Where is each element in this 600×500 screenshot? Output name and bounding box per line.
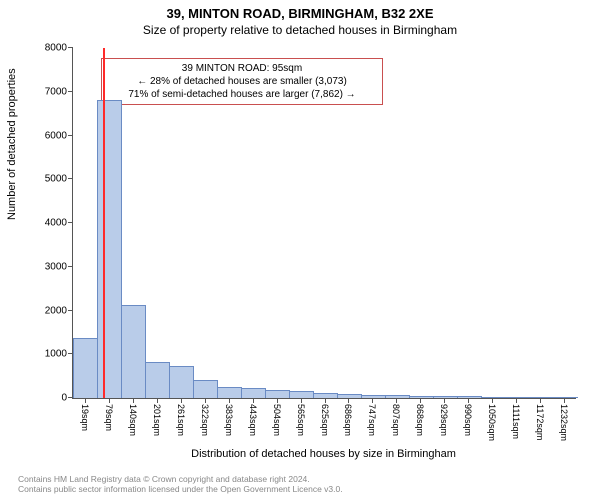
x-tick-label: 625sqm xyxy=(320,404,330,436)
x-tick-mark xyxy=(372,398,373,403)
x-tick-label: 807sqm xyxy=(391,404,401,436)
x-tick-label: 79sqm xyxy=(104,404,114,431)
x-tick-label: 1172sqm xyxy=(535,404,545,440)
y-tick-mark xyxy=(68,222,73,223)
annotation-line-1: 39 MINTON ROAD: 95sqm xyxy=(108,62,376,75)
y-tick-mark xyxy=(68,353,73,354)
x-tick-label: 383sqm xyxy=(224,404,234,436)
x-tick-mark xyxy=(133,398,134,403)
x-tick-label: 1232sqm xyxy=(559,404,569,441)
y-tick-label: 8000 xyxy=(45,43,73,54)
x-tick-label: 140sqm xyxy=(128,404,138,436)
histogram-bar xyxy=(121,305,146,398)
y-tick-label: 3000 xyxy=(45,261,73,272)
y-tick-label: 7000 xyxy=(45,86,73,97)
y-tick-label: 2000 xyxy=(45,305,73,316)
x-tick-mark xyxy=(420,398,421,403)
y-tick-label: 6000 xyxy=(45,130,73,141)
x-tick-label: 261sqm xyxy=(176,404,186,436)
x-tick-mark xyxy=(468,398,469,403)
y-axis-label: Number of detached properties xyxy=(6,68,18,220)
x-tick-mark xyxy=(564,398,565,403)
x-tick-mark xyxy=(205,398,206,403)
histogram-bar xyxy=(385,395,410,398)
x-axis-label: Distribution of detached houses by size … xyxy=(72,448,575,460)
chart-container: 39, MINTON ROAD, BIRMINGHAM, B32 2XE Siz… xyxy=(0,0,600,500)
x-tick-label: 504sqm xyxy=(272,404,282,436)
plot-area: 39 MINTON ROAD: 95sqm ← 28% of detached … xyxy=(72,48,576,399)
y-tick-mark xyxy=(68,266,73,267)
histogram-bar xyxy=(193,380,218,398)
x-tick-mark xyxy=(444,398,445,403)
x-tick-label: 19sqm xyxy=(80,404,90,431)
y-tick-label: 0 xyxy=(61,393,73,404)
histogram-bar xyxy=(217,387,242,398)
x-tick-mark xyxy=(157,398,158,403)
attribution-line-2: Contains public sector information licen… xyxy=(18,484,343,494)
y-tick-mark xyxy=(68,310,73,311)
x-tick-label: 990sqm xyxy=(463,404,473,436)
histogram-bar xyxy=(169,366,194,398)
histogram-bar xyxy=(97,100,122,399)
x-tick-mark xyxy=(109,398,110,403)
x-tick-label: 686sqm xyxy=(343,404,353,436)
x-tick-mark xyxy=(253,398,254,403)
chart-subtitle: Size of property relative to detached ho… xyxy=(0,21,600,37)
histogram-bar xyxy=(361,395,386,398)
attribution-line-1: Contains HM Land Registry data © Crown c… xyxy=(18,474,343,484)
histogram-bar xyxy=(73,338,98,398)
y-tick-mark xyxy=(68,135,73,136)
annotation-line-3: 71% of semi-detached houses are larger (… xyxy=(108,88,376,101)
x-tick-label: 565sqm xyxy=(296,404,306,436)
x-tick-mark xyxy=(492,398,493,403)
x-tick-mark xyxy=(277,398,278,403)
histogram-bar xyxy=(265,390,290,398)
x-tick-mark xyxy=(348,398,349,403)
chart-title: 39, MINTON ROAD, BIRMINGHAM, B32 2XE xyxy=(0,0,600,21)
y-tick-label: 4000 xyxy=(45,218,73,229)
x-tick-label: 868sqm xyxy=(415,404,425,436)
x-tick-mark xyxy=(540,398,541,403)
y-tick-label: 5000 xyxy=(45,174,73,185)
y-tick-label: 1000 xyxy=(45,349,73,360)
highlight-marker xyxy=(103,48,105,398)
x-tick-label: 1111sqm xyxy=(511,404,521,439)
y-tick-mark xyxy=(68,397,73,398)
y-tick-mark xyxy=(68,47,73,48)
x-tick-mark xyxy=(229,398,230,403)
x-tick-label: 322sqm xyxy=(200,404,210,436)
x-tick-mark xyxy=(516,398,517,403)
x-tick-mark xyxy=(85,398,86,403)
annotation-box: 39 MINTON ROAD: 95sqm ← 28% of detached … xyxy=(101,58,383,105)
x-tick-label: 929sqm xyxy=(439,404,449,436)
y-tick-mark xyxy=(68,91,73,92)
histogram-bar xyxy=(145,362,170,398)
x-tick-label: 747sqm xyxy=(367,404,377,436)
x-tick-mark xyxy=(396,398,397,403)
histogram-bar xyxy=(241,388,266,398)
histogram-bar xyxy=(337,394,362,398)
x-tick-label: 201sqm xyxy=(152,404,162,436)
x-tick-mark xyxy=(181,398,182,403)
x-tick-label: 443sqm xyxy=(248,404,258,436)
attribution: Contains HM Land Registry data © Crown c… xyxy=(18,474,343,494)
y-tick-mark xyxy=(68,178,73,179)
histogram-bar xyxy=(289,391,314,398)
x-tick-label: 1050sqm xyxy=(487,404,497,441)
annotation-line-2: ← 28% of detached houses are smaller (3,… xyxy=(108,75,376,88)
x-tick-mark xyxy=(325,398,326,403)
x-tick-mark xyxy=(301,398,302,403)
